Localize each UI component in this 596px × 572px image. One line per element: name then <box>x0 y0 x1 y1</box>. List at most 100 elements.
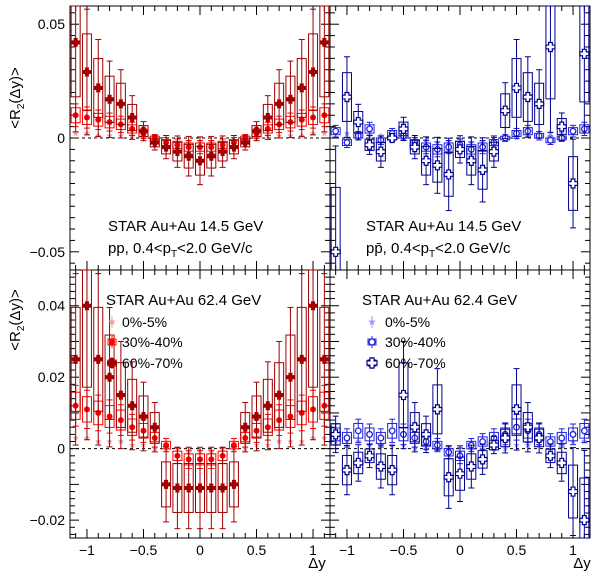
legend-left: 0%-5% 30%-40% 60%-70% <box>122 314 183 371</box>
data-point <box>534 98 545 109</box>
legend-right: 0%-5% 30%-40% 60%-70% <box>385 314 446 371</box>
data-point <box>319 354 329 364</box>
data-point <box>511 82 522 94</box>
annotation-tr-title: STAR Au+Au 14.5 GeV <box>366 218 521 235</box>
data-point <box>454 144 466 155</box>
data-point <box>545 450 556 461</box>
data-point <box>432 160 443 171</box>
systematic-box <box>579 422 590 439</box>
legend-right-0-5: 0%-5% <box>385 314 430 330</box>
legend-marker <box>107 358 117 368</box>
panels-layer: 0.05 0 −0.05 −1 −0.5 0 0.5 1 0.04 0.02 0 −0.02 −1 −0.… <box>30 5 591 558</box>
data-point <box>319 37 329 47</box>
data-point <box>321 130 328 137</box>
data-point <box>252 126 262 136</box>
systematic-box <box>341 431 352 444</box>
x-tick-label: 0.5 <box>507 542 527 558</box>
x-tick-label: 0 <box>456 542 464 558</box>
svg-text:<R2(Δy)>: <R2(Δy)> <box>7 67 27 129</box>
annotation-br-title: STAR Au+Au 62.4 GeV <box>362 292 517 309</box>
data-point <box>72 130 79 137</box>
data-point <box>138 412 148 422</box>
x-tick-label: 1 <box>309 542 317 558</box>
data-point <box>172 483 182 493</box>
data-point <box>488 146 500 157</box>
series-3 <box>70 269 330 530</box>
data-point <box>308 301 318 311</box>
data-point <box>579 515 590 526</box>
data-point <box>579 48 590 59</box>
data-point <box>263 401 273 411</box>
data-point <box>398 389 409 401</box>
data-point <box>105 94 115 104</box>
data-point <box>105 372 115 382</box>
data-point <box>127 401 137 411</box>
data-point <box>354 427 362 435</box>
data-point <box>387 132 398 144</box>
data-point <box>229 479 239 489</box>
systematic-box <box>330 127 341 136</box>
data-point <box>366 125 374 133</box>
data-point <box>82 301 92 311</box>
data-point <box>297 354 307 364</box>
legend-marker <box>368 338 376 346</box>
data-point <box>466 155 477 166</box>
data-point <box>477 164 488 175</box>
data-point <box>229 142 239 152</box>
data-point <box>558 434 566 442</box>
data-point <box>364 139 375 150</box>
data-point <box>409 142 420 153</box>
systematic-box <box>387 422 398 439</box>
data-point <box>184 151 194 161</box>
legend-right-30-40: 30%-40% <box>385 334 446 350</box>
data-point <box>377 132 385 139</box>
data-point <box>71 354 81 364</box>
systematic-box <box>364 124 375 134</box>
data-point <box>93 354 103 364</box>
data-point <box>285 94 295 104</box>
data-point <box>454 468 466 479</box>
data-point <box>285 372 295 382</box>
data-point <box>343 434 351 442</box>
x-tick-label: −0.5 <box>130 542 158 558</box>
systematic-box <box>579 477 590 539</box>
data-point <box>567 178 579 189</box>
data-point <box>366 430 374 438</box>
data-point <box>500 105 511 116</box>
data-point <box>71 37 81 47</box>
series-3 <box>330 340 590 539</box>
data-point <box>364 450 375 461</box>
data-point <box>500 432 511 444</box>
systematic-box <box>556 431 567 444</box>
data-point <box>556 121 567 132</box>
data-point <box>546 136 554 144</box>
data-point <box>116 99 126 109</box>
panel-bottom-left: −1 −0.5 0 0.5 1 0.04 0.02 0 −0.02 <box>30 269 331 558</box>
data-point <box>377 434 385 442</box>
data-point <box>466 461 477 472</box>
systematic-box <box>319 5 330 98</box>
legend-left-markers <box>107 316 117 369</box>
legend-right-60-70: 60%-70% <box>385 355 446 371</box>
legend-marker <box>366 357 378 369</box>
data-point <box>150 138 160 148</box>
data-point <box>341 91 353 103</box>
data-point <box>479 438 487 445</box>
data-point <box>172 147 182 157</box>
y-tick-label: 0 <box>57 441 65 457</box>
x-tick-label: −1 <box>339 542 355 558</box>
data-point <box>252 412 262 422</box>
data-point <box>82 67 92 77</box>
data-point <box>432 404 443 415</box>
data-point <box>116 390 126 400</box>
data-point <box>387 465 398 476</box>
systematic-box <box>70 5 81 98</box>
annotation-bl-title: STAR Au+Au 62.4 GeV <box>106 292 261 309</box>
systematic-box <box>364 427 375 442</box>
legend-right-markers <box>366 316 378 369</box>
data-point <box>477 454 488 465</box>
data-point <box>161 479 171 489</box>
data-point <box>330 429 341 440</box>
annotation-tl-cuts: pp, 0.4<pT<2.0 GeV/c <box>108 240 253 260</box>
x-tick-label: −0.5 <box>390 542 418 558</box>
